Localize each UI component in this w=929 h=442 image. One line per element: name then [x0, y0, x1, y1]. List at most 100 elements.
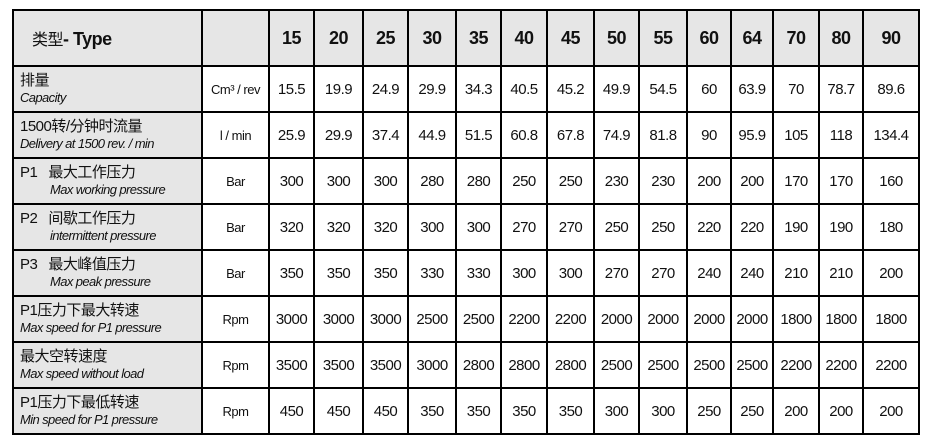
- value-cell: 300: [313, 157, 364, 205]
- value-cell: 160: [862, 157, 920, 205]
- value-cell: 15.5: [268, 65, 315, 113]
- value-cell: 250: [730, 387, 774, 435]
- value-cell: 200: [772, 387, 820, 435]
- value-cell: 270: [593, 249, 640, 297]
- table-row: 排量 Capacity Cm³ / rev 15.5 19.9 24.9 29.9 34.3 4…: [12, 65, 920, 113]
- value-cell: 190: [772, 203, 820, 251]
- row-label-cn: 1500转/分钟时流量: [20, 118, 201, 135]
- value-cell: 67.8: [546, 111, 595, 159]
- value-cell: 270: [638, 249, 688, 297]
- row-label-cn: P1 最大工作压力: [20, 164, 201, 181]
- row-label-cn-text: P1压力下最低转速: [20, 394, 139, 411]
- value-cell: 230: [638, 157, 688, 205]
- table-row: P1压力下最低转速 Min speed for P1 pressure Rpm 450…: [12, 387, 920, 435]
- value-cell: 350: [407, 387, 457, 435]
- type-15-header: 15: [268, 9, 315, 67]
- value-cell: 3000: [407, 341, 457, 389]
- value-cell: 81.8: [638, 111, 688, 159]
- table-row: P1 最大工作压力 Max working pressure Bar 300 300 30…: [12, 157, 920, 205]
- row-label-cn: 最大空转速度: [20, 348, 201, 365]
- value-cell: 45.2: [546, 65, 595, 113]
- value-cell: 450: [268, 387, 315, 435]
- value-cell: 320: [268, 203, 315, 251]
- value-cell: 350: [268, 249, 315, 297]
- value-cell: 450: [362, 387, 409, 435]
- value-cell: 350: [362, 249, 409, 297]
- value-cell: 210: [818, 249, 864, 297]
- value-cell: 89.6: [862, 65, 920, 113]
- row-label-en: Max speed for P1 pressure: [20, 320, 162, 335]
- value-cell: 3000: [362, 295, 409, 343]
- value-cell: 200: [862, 387, 920, 435]
- value-cell: 134.4: [862, 111, 920, 159]
- specification-table: 类型- Type 15 20 25 30 35 40 45 50 55 60 64 70 80 90 排量…: [12, 9, 920, 435]
- row-label: P1压力下最低转速 Min speed for P1 pressure: [12, 387, 203, 435]
- unit-cell: Rpm: [201, 387, 270, 435]
- value-cell: 350: [500, 387, 548, 435]
- value-cell: 250: [638, 203, 688, 251]
- value-cell: 180: [862, 203, 920, 251]
- row-label: P1 最大工作压力 Max working pressure: [12, 157, 203, 205]
- value-cell: 320: [362, 203, 409, 251]
- value-cell: 2200: [862, 341, 920, 389]
- type-55-header: 55: [638, 9, 688, 67]
- value-cell: 250: [500, 157, 548, 205]
- row-label-en: Min speed for P1 pressure: [20, 412, 158, 427]
- row-label: 最大空转速度 Max speed without load: [12, 341, 203, 389]
- value-cell: 90: [686, 111, 732, 159]
- value-cell: 2200: [818, 341, 864, 389]
- value-cell: 270: [546, 203, 595, 251]
- row-prefix: P1: [20, 164, 38, 181]
- value-cell: 1800: [772, 295, 820, 343]
- row-label: P3 最大峰值压力 Max peak pressure: [12, 249, 203, 297]
- value-cell: 210: [772, 249, 820, 297]
- row-label-en: intermittent pressure: [50, 228, 157, 243]
- value-cell: 280: [407, 157, 457, 205]
- type-35-header: 35: [455, 9, 502, 67]
- value-cell: 250: [686, 387, 732, 435]
- value-cell: 300: [500, 249, 548, 297]
- value-cell: 2200: [500, 295, 548, 343]
- value-cell: 3500: [362, 341, 409, 389]
- type-80-header: 80: [818, 9, 864, 67]
- value-cell: 280: [455, 157, 502, 205]
- row-label-en: Capacity: [20, 90, 66, 105]
- value-cell: 220: [686, 203, 732, 251]
- value-cell: 2800: [546, 341, 595, 389]
- type-60-header: 60: [686, 9, 732, 67]
- value-cell: 2000: [593, 295, 640, 343]
- value-cell: 29.9: [407, 65, 457, 113]
- row-prefix: P3: [20, 256, 38, 273]
- value-cell: 1800: [862, 295, 920, 343]
- unit-cell: Cm³ / rev: [201, 65, 270, 113]
- table-row: P2 间歇工作压力 intermittent pressure Bar 320 320 3…: [12, 203, 920, 251]
- row-label-cn-text: 1500转/分钟时流量: [20, 118, 143, 135]
- row-label-en: Delivery at 1500 rev. / min: [20, 136, 154, 151]
- unit-header: [201, 9, 270, 67]
- value-cell: 63.9: [730, 65, 774, 113]
- value-cell: 300: [407, 203, 457, 251]
- value-cell: 270: [500, 203, 548, 251]
- value-cell: 2500: [593, 341, 640, 389]
- value-cell: 220: [730, 203, 774, 251]
- row-label-cn: P1压力下最低转速: [20, 394, 201, 411]
- row-label: 排量 Capacity: [12, 65, 203, 113]
- value-cell: 200: [686, 157, 732, 205]
- row-label-cn: P2 间歇工作压力: [20, 210, 201, 227]
- value-cell: 2200: [772, 341, 820, 389]
- row-label-en: Max peak pressure: [50, 274, 151, 289]
- type-header: 类型- Type: [12, 9, 203, 67]
- type-30-header: 30: [407, 9, 457, 67]
- row-label-cn: P3 最大峰值压力: [20, 256, 201, 273]
- value-cell: 450: [313, 387, 364, 435]
- value-cell: 54.5: [638, 65, 688, 113]
- value-cell: 2500: [455, 295, 502, 343]
- value-cell: 95.9: [730, 111, 774, 159]
- value-cell: 74.9: [593, 111, 640, 159]
- value-cell: 3500: [313, 341, 364, 389]
- unit-cell: Bar: [201, 157, 270, 205]
- value-cell: 49.9: [593, 65, 640, 113]
- row-label-cn-text: 间歇工作压力: [48, 210, 136, 227]
- value-cell: 330: [455, 249, 502, 297]
- value-cell: 350: [313, 249, 364, 297]
